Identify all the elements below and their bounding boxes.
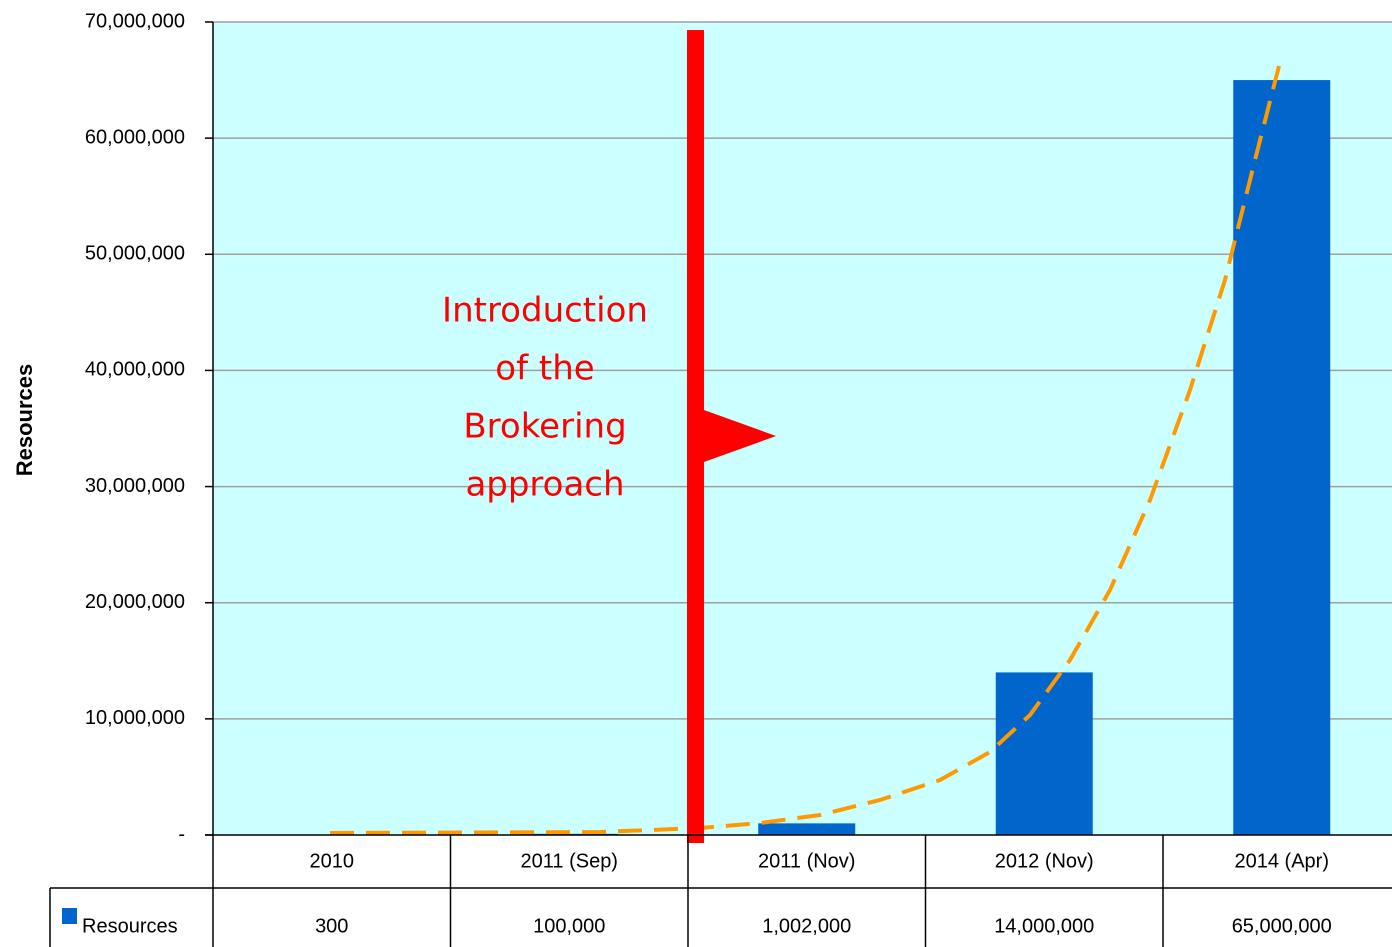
annotation-line: Introduction — [442, 291, 648, 331]
annotation-line: approach — [465, 465, 624, 505]
legend-swatch — [62, 908, 77, 924]
y-tick-label: 10,000,000 — [85, 707, 185, 729]
value-label: 65,000,000 — [1232, 915, 1332, 937]
marker-flag — [704, 410, 776, 462]
value-label: 100,000 — [533, 915, 605, 937]
value-label: 14,000,000 — [994, 915, 1094, 937]
x-tick-label: 2011 (Sep) — [521, 850, 618, 872]
y-tick-label: 50,000,000 — [85, 243, 185, 265]
y-tick-label: 30,000,000 — [85, 475, 185, 497]
value-label: 300 — [315, 915, 348, 937]
bar — [1233, 80, 1331, 836]
y-tick-label: 60,000,000 — [85, 126, 185, 148]
y-tick-label: 40,000,000 — [85, 359, 185, 381]
bar — [995, 672, 1093, 835]
x-tick-label: 2011 (Nov) — [758, 850, 855, 872]
y-tick-label: 20,000,000 — [85, 591, 185, 613]
value-label: 1,002,000 — [762, 915, 851, 937]
bars — [283, 80, 1331, 836]
annotation: Introduction of the Brokering approach — [442, 291, 648, 505]
bar — [758, 823, 856, 835]
annotation-line: Brokering — [463, 407, 626, 447]
y-tick-label: 70,000,000 — [85, 10, 185, 32]
y-axis-label: Resources — [12, 364, 37, 477]
plot-area — [213, 22, 1392, 835]
marker-line — [687, 30, 704, 843]
x-tick-label: 2010 — [310, 850, 355, 872]
x-tick-label: 2014 (Apr) — [1235, 850, 1330, 872]
annotation-line: of the — [495, 349, 594, 389]
data-table: Resources 300 100,000 1,002,000 14,000,000 65… — [49, 834, 1392, 947]
legend-label: Resources — [82, 915, 178, 937]
grid — [213, 21, 1392, 720]
y-tick-label: - — [178, 823, 185, 845]
trendline — [329, 61, 1282, 835]
x-tick-label: 2012 (Nov) — [995, 850, 1094, 872]
